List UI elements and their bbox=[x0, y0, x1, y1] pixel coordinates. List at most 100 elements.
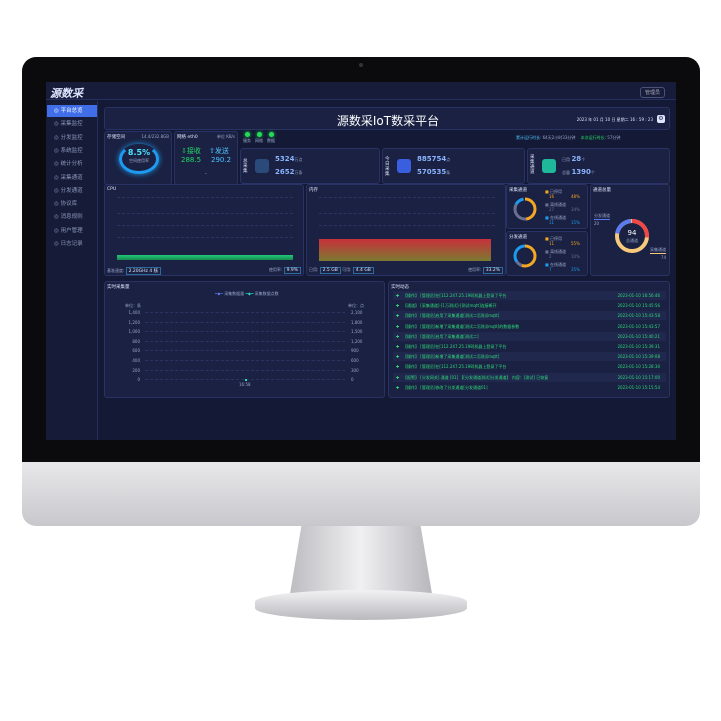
cpu-usage-label: 使用率: bbox=[268, 267, 283, 272]
today-records: 570535 bbox=[417, 168, 447, 176]
channel-total-value: 94 bbox=[627, 229, 637, 237]
sidebar-item[interactable]: ◎ 协议库 bbox=[47, 198, 97, 210]
channel-total-donut bbox=[615, 219, 649, 253]
recv-value: 288.5 bbox=[181, 156, 202, 164]
legend-label: 离线通道 bbox=[550, 249, 567, 254]
sidebar-item[interactable]: ◎ 平台总览 bbox=[47, 105, 97, 117]
sidebar-item-label: 系统监控 bbox=[60, 147, 83, 154]
sidebar-item[interactable]: ◎ 采集监控 bbox=[47, 118, 97, 130]
camera bbox=[359, 63, 363, 67]
cpu-title: CPU bbox=[107, 187, 117, 192]
activity-item: ✚ 【操作】 [管理员]启用了采集通道[测试二] 2023-01-10 15:40:… bbox=[393, 331, 666, 341]
gear-icon[interactable]: ⚙ bbox=[657, 115, 665, 123]
unit: 万点 bbox=[294, 157, 303, 162]
sidebar-item[interactable]: ◎ 分发通道 bbox=[47, 185, 97, 197]
activity-time: 2023-01-10 15:17:00 bbox=[617, 374, 660, 380]
legend-label: 已停用 bbox=[550, 236, 563, 241]
legend-label: 离线通道 bbox=[550, 202, 567, 207]
runtime-last-label: 本次运行时长: bbox=[580, 135, 607, 140]
legend-item[interactable]: 采集数据点数 bbox=[254, 291, 279, 296]
legend-pct: 35% bbox=[571, 267, 580, 272]
sidebar-item[interactable]: ◎ 采集通道 bbox=[47, 172, 97, 184]
status-label: 服务 bbox=[243, 138, 251, 143]
activity-item: ✚ 【操作】 [管理员]新增了采集通道[测试二][测试mqtt]的数据参数 2023… bbox=[393, 322, 666, 331]
activity-tag: 【操作】 bbox=[403, 313, 419, 319]
arrow-down-icon: ⇩ bbox=[181, 147, 187, 155]
monitor-stand bbox=[290, 526, 432, 594]
legend-label: 在线通道 bbox=[550, 215, 567, 220]
y-left-label: 单位：条 bbox=[125, 303, 141, 308]
unit: 点 bbox=[446, 157, 451, 162]
plus-icon: ✚ bbox=[396, 354, 400, 360]
storage-title: 存储空间 bbox=[107, 135, 125, 140]
y-right-tick: 600 bbox=[351, 358, 359, 363]
y-left-tick: 1,200 bbox=[128, 319, 140, 325]
activity-item: ✚ 【通道】 [采集通道]-[1万测试]-[测试mqtt]连接断开 2023-01-… bbox=[393, 301, 666, 310]
activity-text: [管理员]启用了采集通道[测试二] bbox=[420, 333, 479, 339]
activity-text: [管理员]新增了采集通道[测试二][测试mqtt]的数据参数 bbox=[420, 323, 520, 329]
monitor-base bbox=[255, 590, 467, 620]
sidebar: ◎ 平台总览 ◎ 采集监控 ◎ 分发监控 ◎ 系统监控 ◎ 统计分析 ◎ 采集通道 ◎ 分发… bbox=[46, 101, 98, 440]
network-unit: 单位 KB/s bbox=[216, 134, 235, 139]
send-value: 290.2 bbox=[211, 156, 232, 164]
cpu-freq-label: 基准速度: bbox=[107, 268, 125, 273]
grid-line bbox=[145, 369, 345, 371]
sidebar-item[interactable]: ◎ 消息规则 bbox=[47, 211, 97, 223]
storage-value: 14.4/232.8GB bbox=[141, 134, 169, 139]
activity-time: 2023-01-10 15:39:08 bbox=[617, 354, 660, 360]
y-right-tick: 2,100 bbox=[351, 310, 363, 315]
plus-icon: ✚ bbox=[396, 303, 400, 309]
send-label: 发送 bbox=[214, 147, 229, 155]
y-right-tick: 0 bbox=[351, 377, 354, 383]
total-collect-card: 总采集 5324万点 2652万条 bbox=[240, 148, 380, 184]
storage-card: 存储空间 14.4/232.8GB 8.5% 空间使用率 bbox=[104, 131, 172, 185]
logo: 源数采 bbox=[50, 87, 83, 100]
today-icon bbox=[397, 159, 411, 173]
activity-tag: 【操作】 bbox=[403, 354, 419, 360]
legend-item: ■ 已停用 bbox=[545, 236, 563, 241]
sidebar-item[interactable]: ◎ 系统监控 bbox=[47, 145, 97, 157]
realtime-chart-card: 实时采集量 ━◆━ 采集数据量 ━◆━ 采集数据点数 单位：条 单位：点 1,4… bbox=[104, 281, 385, 398]
collect-channels-card: 采集通道 ■ 已停用 16 48% ■ 离线通道 27 34% ■ 在线通道 11 15% bbox=[506, 184, 588, 229]
activity-time: 2023-01-10 15:43:58 bbox=[617, 313, 660, 319]
activity-time: 2023-01-10 15:45:56 bbox=[617, 303, 660, 309]
activity-item: ✚ 【操作】 [管理员]在[112.247.25.198]机器上登录了平台 2023… bbox=[393, 362, 666, 371]
sidebar-item[interactable]: ◎ 分发监控 bbox=[47, 132, 97, 144]
legend-item[interactable]: 采集数据量 bbox=[224, 291, 245, 296]
legend-marker: ━◆━ bbox=[245, 291, 254, 296]
log-icon: ◎ bbox=[54, 241, 61, 247]
used-label: 已用 bbox=[562, 157, 570, 162]
activity-tag: 【报警】 bbox=[403, 374, 419, 380]
channel-icon bbox=[542, 159, 556, 173]
legend-item: ■ 离线通道 bbox=[545, 202, 567, 207]
unit: 个 bbox=[590, 170, 595, 175]
sidebar-item[interactable]: ◎ 用户管理 bbox=[47, 225, 97, 237]
plus-icon: ✚ bbox=[396, 344, 400, 349]
mem-used: 2.5 GB bbox=[319, 267, 341, 274]
chart-pie-icon: ◎ bbox=[54, 161, 61, 168]
collect-value: 74 bbox=[660, 255, 666, 260]
user-button[interactable]: 管理员 bbox=[640, 87, 666, 98]
memory-usage-area bbox=[319, 239, 491, 261]
screen: 源数采 管理员 ◎ 平台总览 ◎ 采集监控 ◎ 分发监控 ◎ 系统监控 ◎ 统计分析 ◎ … bbox=[46, 82, 676, 440]
mem-usage-label: 使用率: bbox=[468, 267, 482, 272]
total-records: 2652 bbox=[275, 168, 295, 176]
cpu-usage: 9.9% bbox=[283, 267, 301, 274]
activity-text: [管理员]在[112.247.25.198]机器上登录了平台 bbox=[420, 364, 507, 370]
chart-title: 实时采集量 bbox=[107, 285, 130, 290]
card-title: 采集通道 bbox=[509, 188, 527, 193]
monitor-chin bbox=[22, 462, 700, 526]
sidebar-item-label: 采集通道 bbox=[60, 174, 83, 181]
sidebar-item-label: 分发监控 bbox=[60, 134, 83, 141]
users-icon: ◎ bbox=[54, 227, 61, 234]
plus-icon: ✚ bbox=[396, 384, 400, 390]
sidebar-item-label: 分发通道 bbox=[60, 187, 83, 194]
activity-title: 实时动态 bbox=[391, 285, 409, 290]
y-left-tick: 1,000 bbox=[128, 329, 140, 335]
sidebar-item[interactable]: ◎ 统计分析 bbox=[47, 158, 97, 170]
runtime-total: 64天2小时33分钟 bbox=[542, 135, 576, 140]
legend-count: 27 bbox=[549, 207, 555, 212]
sidebar-item[interactable]: ◎ 日志记录 bbox=[47, 238, 97, 250]
plus-icon: ✚ bbox=[396, 313, 400, 319]
grid-line bbox=[145, 331, 345, 333]
